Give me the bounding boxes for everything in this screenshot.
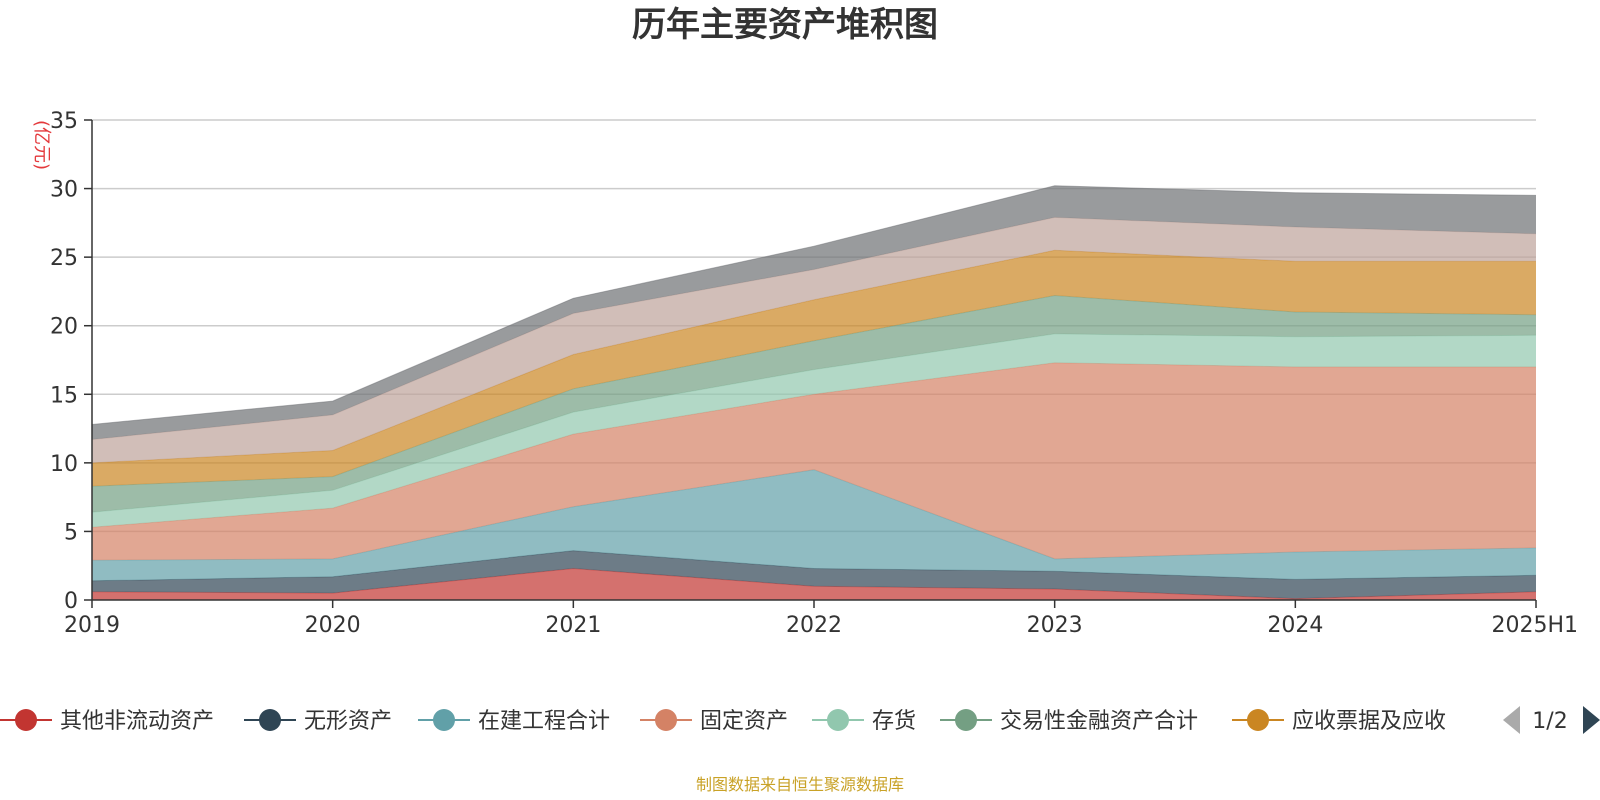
legend-prev-icon[interactable] bbox=[1503, 706, 1520, 734]
y-axis-unit: (亿元) bbox=[31, 120, 52, 170]
legend-label: 固定资产 bbox=[700, 709, 788, 734]
legend-item[interactable]: 固定资产 bbox=[640, 709, 788, 734]
x-tick-label: 2021 bbox=[545, 613, 601, 638]
area-series-3 bbox=[92, 362, 1536, 561]
legend-marker-icon bbox=[433, 709, 455, 731]
legend-marker-icon bbox=[955, 709, 977, 731]
legend-pager[interactable]: 1/2 bbox=[1503, 706, 1600, 734]
axes: 0 5 10 15 20 25 30 35 2019 2020 2021 2022 2023 2024 20… bbox=[50, 109, 1578, 638]
y-tick-label: 0 bbox=[64, 589, 78, 614]
area-series-7 bbox=[92, 217, 1536, 463]
area-series-4 bbox=[92, 333, 1536, 528]
y-tick-label: 25 bbox=[50, 246, 78, 271]
y-tick-label: 5 bbox=[64, 520, 78, 545]
legend-item[interactable]: 存货 bbox=[812, 709, 916, 734]
x-tick-label: 2019 bbox=[64, 613, 120, 638]
legend-next-icon[interactable] bbox=[1583, 706, 1600, 734]
y-tick-label: 35 bbox=[50, 109, 78, 134]
y-tick-label: 10 bbox=[50, 452, 78, 477]
area-series-edge-8 bbox=[91, 185, 1537, 425]
y-tick-label: 20 bbox=[50, 315, 78, 340]
chart-title: 历年主要资产堆积图 bbox=[632, 5, 938, 45]
legend-label: 其他非流动资产 bbox=[60, 709, 214, 734]
legend-marker-icon bbox=[259, 709, 281, 731]
legend-item[interactable]: 无形资产 bbox=[244, 709, 392, 734]
area-series-layer bbox=[91, 185, 1537, 600]
area-series-6 bbox=[92, 250, 1536, 487]
legend-marker-icon bbox=[15, 709, 37, 731]
legend-label: 存货 bbox=[872, 709, 916, 734]
legend-label: 无形资产 bbox=[304, 709, 392, 734]
x-tick-label: 2023 bbox=[1027, 613, 1083, 638]
legend-item[interactable]: 在建工程合计 bbox=[418, 709, 610, 734]
legend-marker-icon bbox=[827, 709, 849, 731]
y-tick-label: 30 bbox=[50, 178, 78, 203]
legend-marker-icon bbox=[655, 709, 677, 731]
legend-item[interactable]: 应收票据及应收 bbox=[1232, 709, 1446, 734]
legend-marker-icon bbox=[1247, 709, 1269, 731]
x-tick-label: 2024 bbox=[1267, 613, 1323, 638]
legend-label: 应收票据及应收 bbox=[1292, 709, 1446, 734]
area-series-8 bbox=[92, 185, 1536, 440]
y-tick-label: 15 bbox=[50, 383, 78, 408]
x-tick-label: 2020 bbox=[305, 613, 361, 638]
legend-label: 在建工程合计 bbox=[478, 709, 610, 734]
area-series-0 bbox=[92, 568, 1536, 600]
x-tick-label: 2022 bbox=[786, 613, 842, 638]
legend: 其他非流动资产 无形资产 在建工程合计 固定资产 存货 交易性金融资产合计 应收票据及应收 bbox=[0, 709, 1446, 734]
legend-label: 交易性金融资产合计 bbox=[1000, 709, 1198, 734]
area-series-1 bbox=[92, 550, 1536, 599]
legend-item[interactable]: 交易性金融资产合计 bbox=[940, 709, 1198, 734]
x-tick-label: 2025H1 bbox=[1491, 613, 1578, 638]
legend-item[interactable]: 其他非流动资产 bbox=[0, 709, 214, 734]
legend-page-indicator: 1/2 bbox=[1532, 709, 1567, 734]
data-source-note: 制图数据来自恒生聚源数据库 bbox=[696, 775, 904, 794]
area-series-5 bbox=[92, 295, 1536, 513]
area-series-2 bbox=[92, 469, 1536, 581]
